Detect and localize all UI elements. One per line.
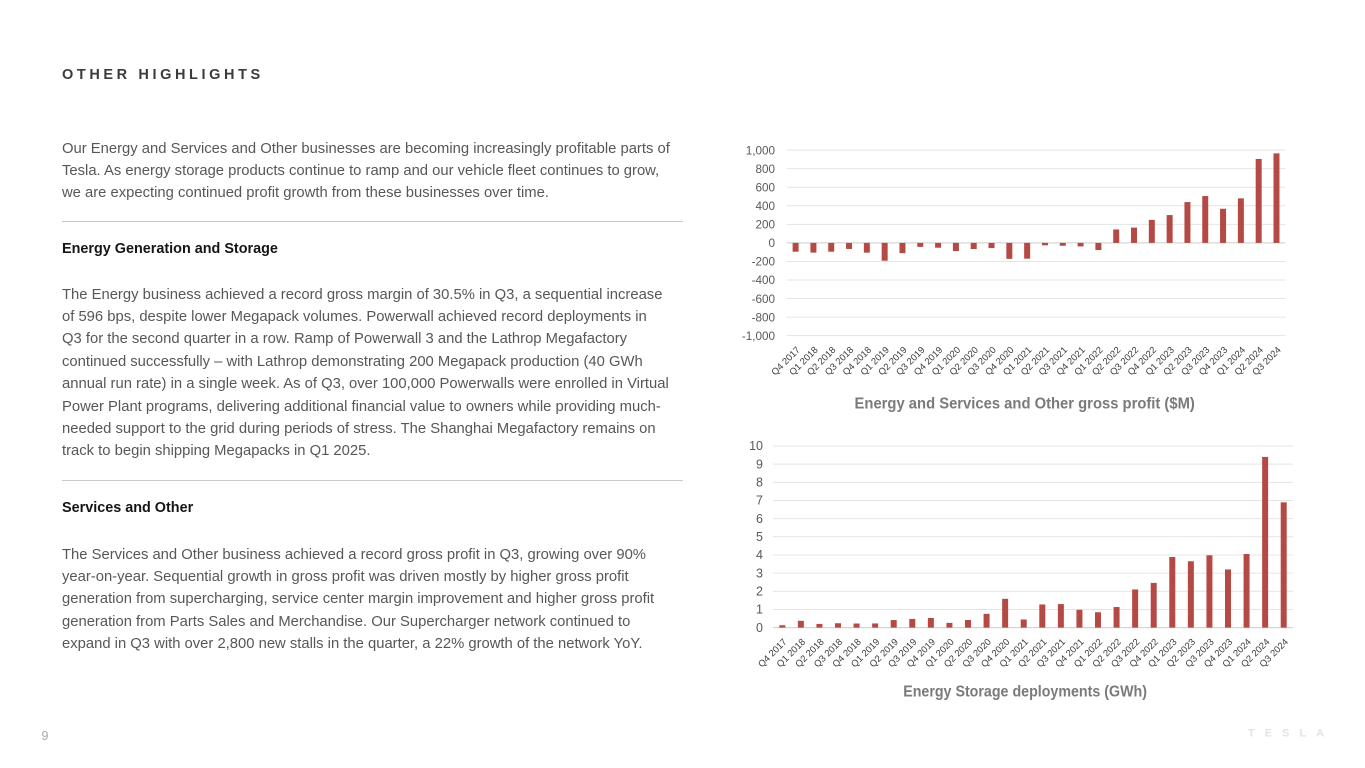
svg-text:7: 7	[756, 494, 763, 508]
svg-text:4: 4	[756, 548, 763, 562]
svg-text:8: 8	[756, 476, 763, 490]
svg-text:-1,000: -1,000	[742, 330, 776, 343]
svg-text:-800: -800	[752, 311, 776, 324]
svg-text:1,000: 1,000	[746, 144, 776, 157]
svg-text:400: 400	[755, 200, 775, 213]
svg-text:1: 1	[756, 603, 763, 617]
svg-text:TESLA: TESLA	[1248, 728, 1334, 740]
svg-text:Energy and Services and Other: Energy and Services and Other gross prof…	[855, 396, 1195, 413]
svg-text:200: 200	[755, 219, 775, 232]
svg-text:0: 0	[768, 237, 775, 250]
svg-text:-200: -200	[752, 256, 776, 269]
svg-text:3: 3	[756, 566, 763, 580]
svg-text:-600: -600	[752, 293, 776, 306]
svg-text:2: 2	[756, 584, 763, 598]
svg-text:-400: -400	[752, 274, 776, 287]
svg-text:800: 800	[755, 163, 775, 176]
svg-text:6: 6	[756, 512, 763, 526]
svg-text:0: 0	[756, 621, 763, 635]
svg-text:10: 10	[749, 439, 763, 453]
svg-text:Energy Storage deployments (GW: Energy Storage deployments (GWh)	[903, 683, 1147, 700]
svg-text:5: 5	[756, 530, 763, 544]
svg-text:600: 600	[755, 181, 775, 194]
svg-text:9: 9	[756, 457, 763, 471]
